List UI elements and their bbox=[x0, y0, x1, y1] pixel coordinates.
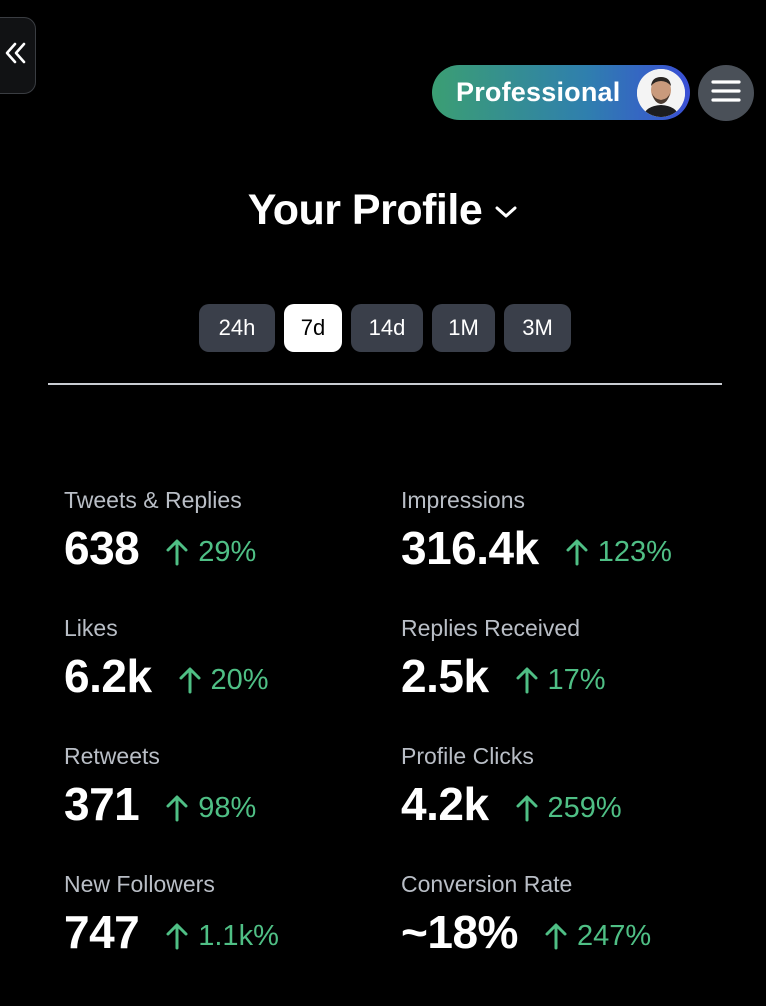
arrow-up-icon bbox=[516, 795, 538, 822]
professional-button[interactable]: Professional bbox=[432, 65, 690, 120]
stat-label: New Followers bbox=[64, 871, 215, 897]
stat-label: Likes bbox=[64, 615, 118, 641]
arrow-up-icon bbox=[179, 667, 201, 694]
arrow-up-icon bbox=[545, 923, 567, 950]
range-tab-3m[interactable]: 3M bbox=[504, 304, 571, 352]
stat-profile-clicks: Profile Clicks 4.2k 259% bbox=[401, 742, 741, 830]
professional-label: Professional bbox=[456, 77, 621, 107]
stat-change: 98% bbox=[165, 792, 256, 825]
stat-change-value: 20% bbox=[210, 663, 269, 696]
collapse-sidebar-button[interactable] bbox=[0, 17, 36, 94]
stat-change: 17% bbox=[515, 664, 606, 697]
stat-value: 2.5k bbox=[401, 650, 489, 702]
page-title: Your Profile bbox=[247, 185, 483, 234]
stat-label: Tweets & Replies bbox=[64, 487, 242, 513]
stat-change-value: 29% bbox=[198, 535, 257, 568]
stat-tweets-replies: Tweets & Replies 638 29% bbox=[64, 486, 404, 574]
stat-change: 247% bbox=[544, 920, 651, 953]
stat-value: 638 bbox=[64, 522, 140, 574]
range-tab-14d[interactable]: 14d bbox=[351, 304, 423, 352]
stat-change: 123% bbox=[565, 536, 672, 569]
stat-likes: Likes 6.2k 20% bbox=[64, 614, 404, 702]
range-tab-1m[interactable]: 1M bbox=[432, 304, 495, 352]
stat-new-followers: New Followers 747 1.1k% bbox=[64, 870, 404, 958]
arrow-up-icon bbox=[166, 795, 188, 822]
stat-conversion-rate: Conversion Rate ~18% 247% bbox=[401, 870, 741, 958]
arrow-up-icon bbox=[566, 539, 588, 566]
hamburger-menu-icon bbox=[711, 79, 741, 108]
stat-value: 371 bbox=[64, 778, 140, 830]
arrow-up-icon bbox=[166, 923, 188, 950]
stat-change: 29% bbox=[165, 536, 256, 569]
range-tab-24h[interactable]: 24h bbox=[199, 304, 275, 352]
stat-change-value: 17% bbox=[547, 663, 606, 696]
stat-label: Profile Clicks bbox=[401, 743, 534, 769]
stat-retweets: Retweets 371 98% bbox=[64, 742, 404, 830]
time-range-tabs: 24h 7d 14d 1M 3M bbox=[199, 304, 571, 352]
stat-label: Retweets bbox=[64, 743, 160, 769]
stat-change-value: 247% bbox=[576, 919, 652, 952]
stat-value: 747 bbox=[64, 906, 140, 958]
stat-change: 20% bbox=[178, 664, 269, 697]
stat-label: Replies Received bbox=[401, 615, 580, 641]
stat-change: 259% bbox=[515, 792, 622, 825]
stat-value: 6.2k bbox=[64, 650, 152, 702]
stat-value: 4.2k bbox=[401, 778, 489, 830]
arrow-up-icon bbox=[166, 539, 188, 566]
divider bbox=[48, 383, 722, 385]
stat-change-value: 259% bbox=[547, 791, 622, 824]
stat-change-value: 123% bbox=[597, 535, 672, 568]
stat-label: Conversion Rate bbox=[401, 871, 573, 897]
stat-impressions: Impressions 316.4k 123% bbox=[401, 486, 741, 574]
chevron-down-icon bbox=[494, 204, 518, 220]
double-chevron-left-icon bbox=[3, 40, 29, 71]
stat-change-value: 1.1k% bbox=[198, 919, 279, 952]
profile-selector[interactable]: Your Profile bbox=[0, 180, 766, 240]
stat-change-value: 98% bbox=[198, 791, 257, 824]
stat-value: 316.4k bbox=[401, 522, 539, 574]
menu-button[interactable] bbox=[698, 65, 754, 121]
range-tab-7d[interactable]: 7d bbox=[284, 304, 342, 352]
stat-change: 1.1k% bbox=[165, 920, 279, 953]
stat-replies-received: Replies Received 2.5k 17% bbox=[401, 614, 741, 702]
stat-value: ~18% bbox=[401, 906, 518, 958]
avatar bbox=[637, 69, 685, 117]
stat-label: Impressions bbox=[401, 487, 525, 513]
arrow-up-icon bbox=[516, 667, 538, 694]
